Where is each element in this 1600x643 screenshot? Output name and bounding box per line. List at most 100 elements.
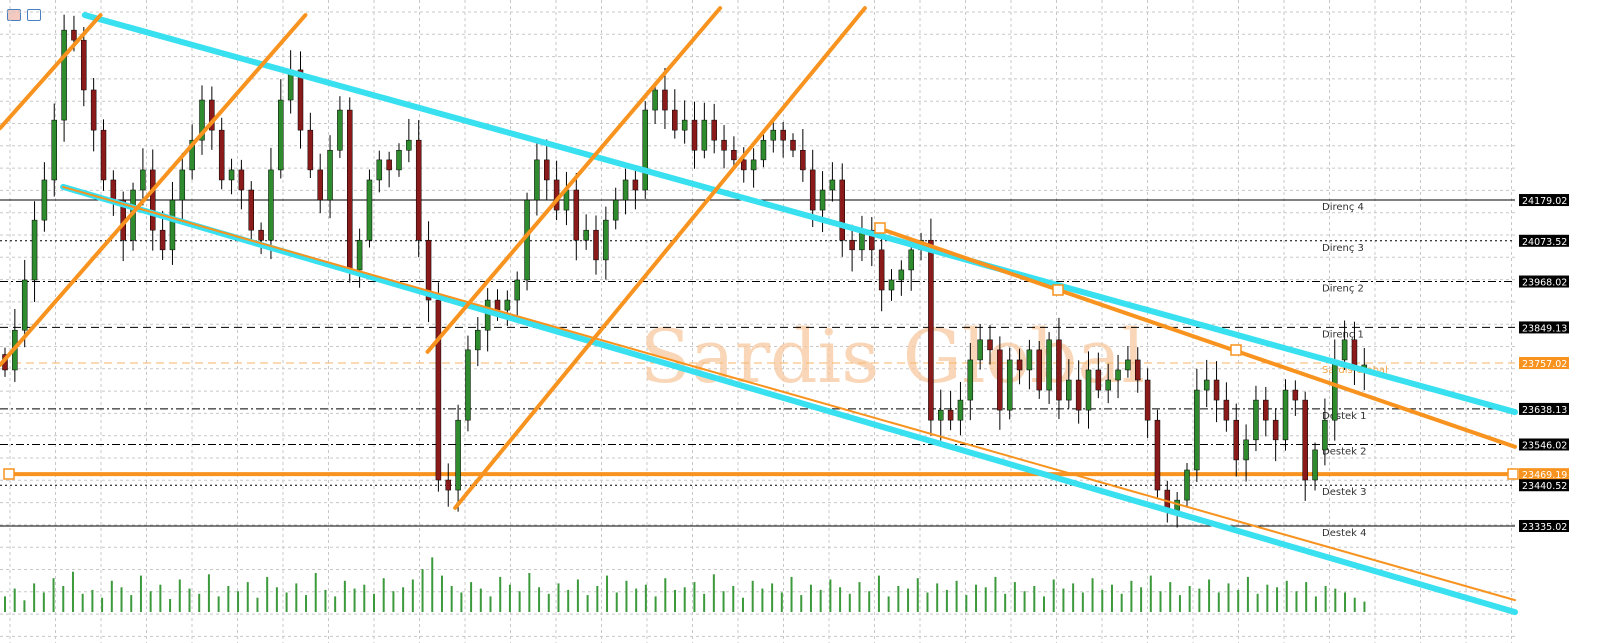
candle-body [800,149,806,171]
candle-body [1194,389,1200,471]
candle-body [504,299,511,311]
candle-body [711,119,717,141]
line-handle [1052,284,1064,296]
candle-body [1095,369,1102,391]
orange-trendline [62,185,1517,602]
candle-body [159,229,166,251]
candle-body [1302,399,1308,481]
candle-body [731,149,737,161]
price-label: 23968.02 [1522,278,1567,289]
candle-body [475,329,481,351]
price-label: 24179.02 [1522,196,1567,207]
price-tag [1519,402,1569,415]
candle-body [228,169,235,181]
candle-body [445,479,451,491]
candle-body [652,89,658,111]
volume-bars [4,557,1366,612]
candle-body [150,169,156,231]
candle-body [1006,359,1013,411]
candle-body [809,169,816,211]
line-handle [1230,344,1242,356]
candle-body [1016,359,1023,371]
candle-body [1263,399,1269,421]
price-tag [1519,275,1569,288]
price-label: 23440.52 [1522,481,1567,492]
candle-body [790,139,796,151]
candle-body [406,139,412,151]
line-handle [1507,468,1519,480]
orange-trendline [453,6,867,510]
price-label: 23335.02 [1522,522,1567,533]
price-tag [1519,468,1569,481]
candle-body [928,239,934,421]
candle-body [337,109,343,151]
candle-body [1341,339,1348,361]
candle-body [1125,359,1131,371]
candle-body [209,99,215,131]
candle-body [642,109,648,191]
handles [3,222,1519,480]
orange-trendline [425,6,723,354]
level-label: Direnç 1 [1322,329,1364,340]
candle-body [1066,379,1072,401]
candle-body [603,219,609,261]
level-label: Destek 3 [1322,487,1366,498]
price-tag [1519,519,1569,532]
candle-body [366,179,373,241]
candle-body [1322,419,1328,451]
candle-body [1046,339,1052,391]
candle-body [31,219,38,281]
candle-body [947,409,954,421]
level-label: Direnç 4 [1322,202,1364,213]
candle-body [1332,359,1338,421]
candle-body [760,139,767,161]
candle-body [258,229,264,241]
candle-body [819,189,826,211]
candle-body [1135,359,1141,381]
candle-body [140,169,146,191]
price-label: 23638.13 [1522,405,1567,416]
candle-body [278,99,284,171]
candle-body [938,409,944,421]
level-label: Destek 4 [1322,528,1366,539]
candle-body [307,129,314,171]
candle-body [356,239,363,271]
candle-body [435,299,442,481]
candle-body [1085,369,1092,411]
candle-body [484,299,491,331]
candle-body [829,179,836,191]
candle-body [218,129,225,181]
level-label: Destek 1 [1322,411,1366,422]
candle-body [297,69,304,131]
candle-body [849,239,855,251]
price-tag [1519,438,1569,451]
candle-body [21,279,28,331]
cyan-trendline [81,12,1519,416]
candle-body [701,119,708,151]
candle-body [741,159,747,171]
candle-body [41,179,48,221]
candle-body [248,189,254,231]
candle-body [1243,439,1249,461]
orange-trendline [0,13,308,367]
candle-body [1282,389,1289,441]
candle-body [583,229,589,241]
candle-body [465,349,471,421]
candle-body [878,249,885,291]
price-label: 23546.02 [1522,440,1567,451]
candle-body [425,239,432,301]
price-label: 23849.13 [1522,323,1567,334]
candle-body [1036,349,1042,391]
level-label: Direnç 2 [1322,284,1364,295]
candle-body [1184,469,1190,501]
candle-body [179,169,186,201]
candle-body [415,139,422,241]
candle-body [1253,399,1259,441]
candle-body [977,339,983,361]
candle-body [100,129,107,181]
line-handle [874,222,886,234]
candle-body [455,419,461,491]
candle-body [376,159,383,181]
